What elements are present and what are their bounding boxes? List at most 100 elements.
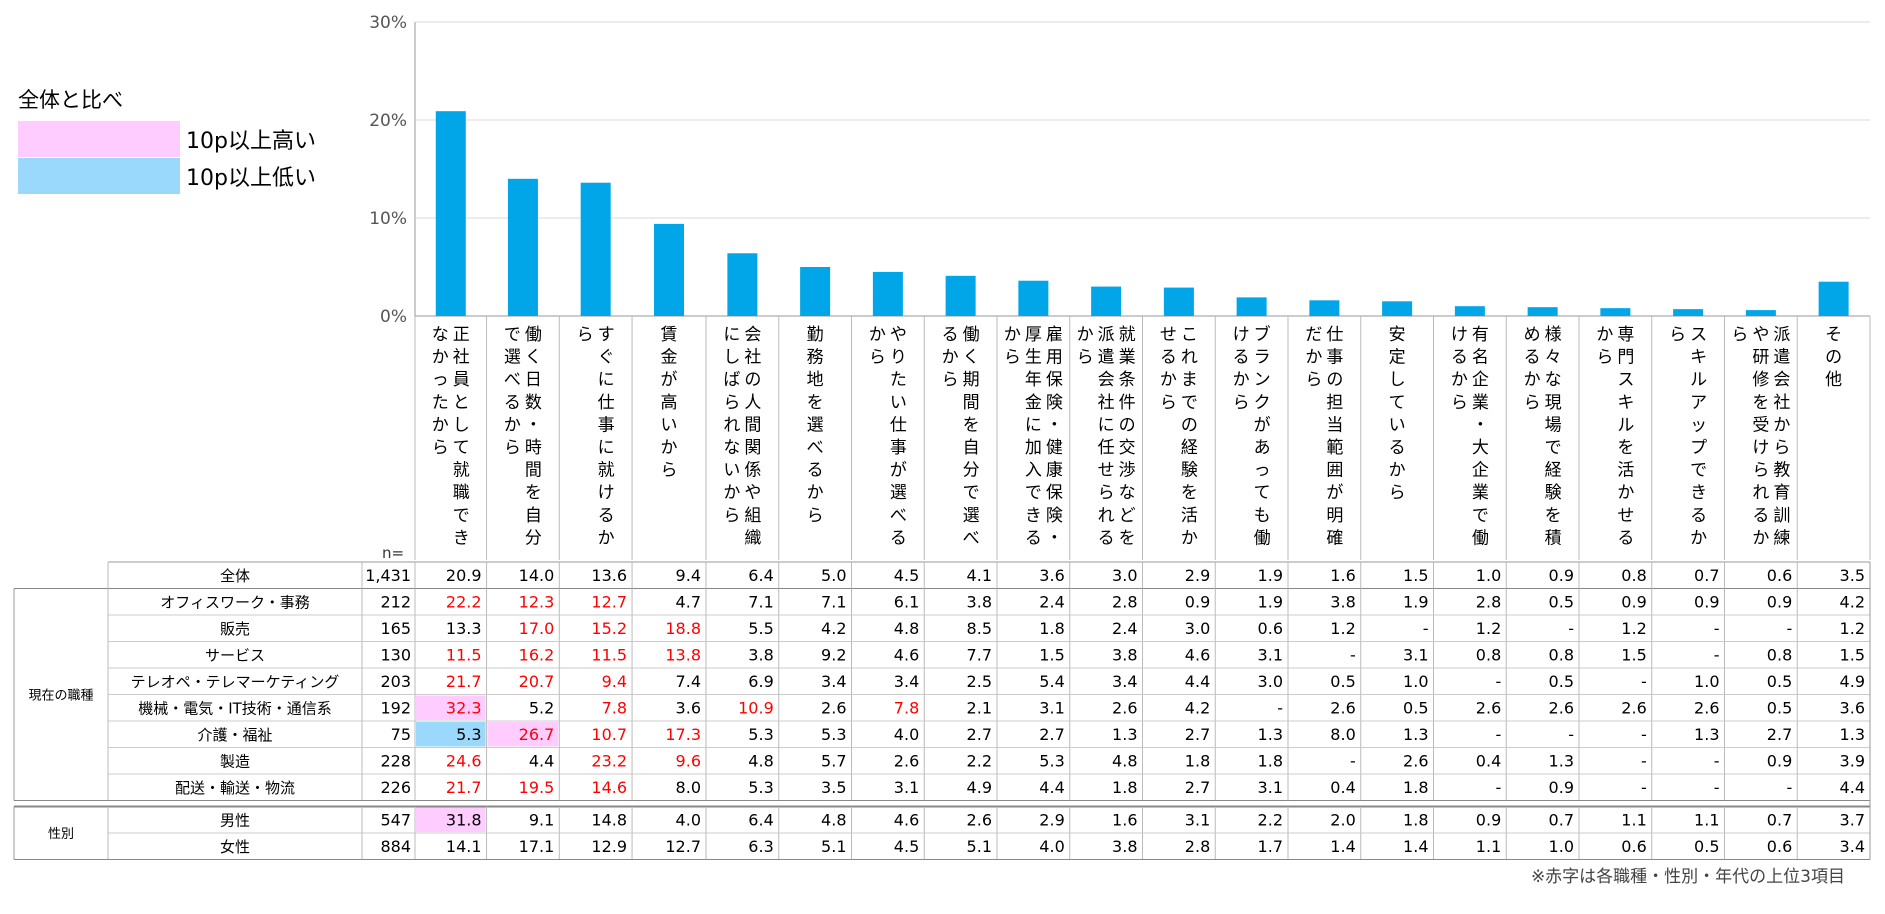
- table-cell: 4.0: [1039, 837, 1064, 856]
- category-label-char: 事: [1326, 348, 1343, 368]
- table-cell: 4.2: [1185, 699, 1210, 718]
- table-cell: 4.0: [676, 811, 701, 830]
- category-label-char: 任: [1098, 438, 1115, 458]
- category-label-char: 受: [1752, 415, 1769, 435]
- category-label-char: か: [432, 348, 449, 368]
- table-row-n: 192: [380, 699, 411, 718]
- bar: [1382, 301, 1413, 316]
- table-cell: 9.4: [676, 566, 701, 585]
- category-label-char: ッ: [1690, 415, 1707, 435]
- table-row-n: 226: [380, 778, 411, 797]
- bar: [1745, 310, 1776, 316]
- category-label-char: 業: [1472, 393, 1489, 413]
- category-label-char: を: [963, 415, 980, 435]
- category-label-char: べ: [890, 506, 907, 526]
- table-cell: 4.6: [1185, 646, 1210, 665]
- table-row-n: 228: [380, 752, 411, 771]
- category-label-char: 働: [1472, 528, 1489, 548]
- category-label-char: 職: [453, 483, 470, 503]
- category-label-char: 渉: [1119, 461, 1136, 481]
- category-label-char: ら: [1233, 393, 1250, 413]
- bar: [1527, 307, 1558, 316]
- table-cell: 0.6: [1621, 837, 1646, 856]
- category-label-char: の: [1825, 348, 1842, 368]
- table-cell: 1.3: [1403, 725, 1428, 744]
- table-cell: 3.8: [748, 646, 773, 665]
- table-cell: -: [1714, 778, 1720, 797]
- table-cell: -: [1641, 752, 1647, 771]
- table-cell: -: [1495, 725, 1501, 744]
- category-label-char: で: [453, 506, 470, 526]
- category-label-char: か: [1596, 325, 1613, 345]
- category-label-char: 険: [1046, 506, 1063, 526]
- table-cell: 4.0: [894, 725, 919, 744]
- table-cell: 1.4: [1403, 837, 1428, 856]
- category-label-char: っ: [1254, 461, 1271, 481]
- table-cell: 1.7: [1258, 837, 1283, 856]
- category-label-char: 場: [1545, 415, 1562, 435]
- category-label-char: す: [598, 325, 615, 345]
- category-label-char: 用: [1046, 348, 1063, 368]
- table-cell: 8.5: [967, 619, 992, 638]
- table-cell: 14.1: [446, 837, 482, 856]
- table-cell: 4.6: [894, 646, 919, 665]
- table-cell: 7.8: [894, 699, 919, 718]
- category-label-char: 数: [525, 393, 542, 413]
- table-cell: 3.6: [1840, 699, 1865, 718]
- category-label-char: 会: [1773, 370, 1790, 390]
- table-cell: 1.3: [1112, 725, 1137, 744]
- category-label-char: き: [1690, 483, 1707, 503]
- category-label-char: か: [1773, 415, 1790, 435]
- category-label-char: 組: [744, 506, 761, 526]
- table-cell: 1.2: [1330, 619, 1355, 638]
- table-cell: 3.1: [1258, 778, 1283, 797]
- category-label-char: 就: [1119, 325, 1136, 345]
- category-label-char: く: [963, 348, 980, 368]
- category-label-char: 働: [963, 325, 980, 345]
- category-label-char: で: [1690, 461, 1707, 481]
- table-cell: 5.1: [967, 837, 992, 856]
- category-label-char: れ: [1181, 348, 1198, 368]
- category-label-char: 遣: [1773, 348, 1790, 368]
- category-label-char: し: [1389, 370, 1406, 390]
- category-label-char: て: [453, 438, 470, 458]
- category-label-char: る: [1524, 348, 1541, 368]
- category-label-char: 範: [1326, 438, 1343, 458]
- table-cell: 4.7: [676, 593, 701, 612]
- category-label-char: ル: [1690, 370, 1707, 390]
- category-label-char: 健: [1046, 438, 1063, 458]
- bar: [1309, 300, 1340, 316]
- category-label-char: キ: [1617, 393, 1634, 413]
- category-label-char: か: [1690, 528, 1707, 548]
- category-label-char: 社: [1098, 393, 1115, 413]
- table-cell: 1.3: [1694, 725, 1719, 744]
- category-label-char: 金: [661, 348, 678, 368]
- table-cell: 2.6: [821, 699, 846, 718]
- table-cell: 3.1: [1258, 646, 1283, 665]
- category-label-char: る: [1160, 348, 1177, 368]
- table-cell: 11.5: [591, 646, 627, 665]
- table-cell: 0.9: [1767, 752, 1792, 771]
- group-label: 現在の職種: [28, 688, 93, 704]
- table-cell: 3.1: [1185, 811, 1210, 830]
- table-cell: 8.0: [676, 778, 701, 797]
- category-label-char: 定: [1389, 348, 1406, 368]
- table-cell: 2.2: [967, 752, 992, 771]
- table-cell: 2.6: [1476, 699, 1501, 718]
- category-label-char: が: [890, 461, 907, 481]
- category-label-char: 条: [1119, 370, 1136, 390]
- category-label-char: け: [1451, 325, 1468, 345]
- table-cell: 1.0: [1476, 566, 1501, 585]
- category-label-char: に: [1098, 415, 1115, 435]
- category-label-char: ら: [1160, 393, 1177, 413]
- category-label-char: な: [1119, 483, 1136, 503]
- category-label-char: ら: [1524, 393, 1541, 413]
- category-label-char: い: [723, 461, 740, 481]
- table-cell: 2.6: [967, 811, 992, 830]
- table-cell: 3.8: [1112, 837, 1137, 856]
- table-cell: 1.8: [1403, 811, 1428, 830]
- legend-label-high: 10p以上高い: [186, 128, 316, 154]
- category-label-char: 明: [1326, 506, 1343, 526]
- table-cell: -: [1277, 699, 1283, 718]
